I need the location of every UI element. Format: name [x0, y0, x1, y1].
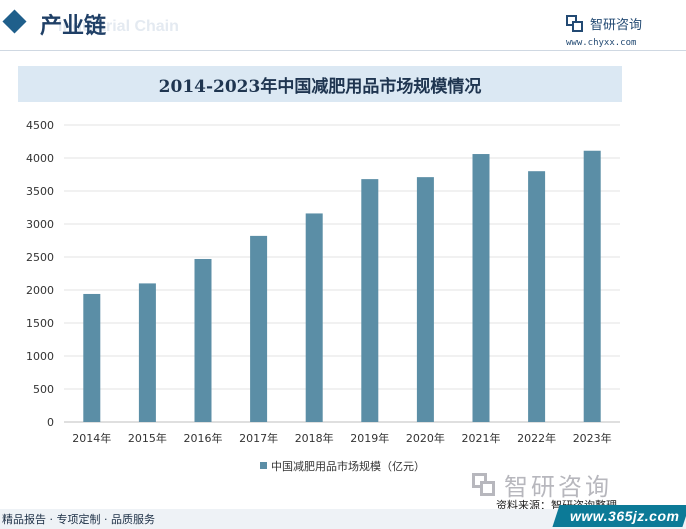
y-tick-label: 4500: [26, 119, 54, 132]
x-tick-label: 2019年: [350, 431, 389, 445]
x-tick-label: 2017年: [239, 431, 278, 445]
footer-bar: [0, 509, 686, 529]
footer-site-link[interactable]: www.365jz.com: [570, 508, 680, 524]
y-tick-label: 0: [47, 416, 54, 429]
y-tick-label: 1000: [26, 350, 54, 363]
bar: [361, 179, 379, 422]
chart-title: 2014-2023年中国减肥用品市场规模情况: [158, 76, 482, 97]
bar: [250, 235, 268, 422]
brand-url[interactable]: www.chyxx.com: [566, 38, 637, 48]
y-tick-label: 2500: [26, 251, 54, 264]
x-tick-label: 2015年: [128, 431, 167, 445]
y-tick-label: 1500: [26, 317, 54, 330]
footer-watermark-logo: 智研咨询: [472, 467, 612, 502]
x-tick-label: 2023年: [573, 431, 612, 445]
header-watermark: Industrial Chain: [58, 18, 179, 35]
legend-swatch: [260, 462, 267, 469]
x-tick-label: 2016年: [184, 431, 223, 445]
chart-title-band: 2014-2023年中国减肥用品市场规模情况: [18, 66, 622, 102]
footer-logo-text: 智研咨询: [504, 473, 612, 501]
brand-logo-icon: [566, 14, 584, 33]
x-tick-label: 2018年: [295, 431, 334, 445]
bar: [194, 258, 212, 422]
y-tick-label: 500: [33, 383, 54, 396]
bar: [416, 177, 434, 422]
x-tick-label: 2020年: [406, 431, 445, 445]
y-tick-label: 3500: [26, 185, 54, 198]
brand-logo[interactable]: 智研咨询: [566, 14, 642, 33]
brand-name: 智研咨询: [590, 18, 643, 33]
bar: [528, 171, 546, 422]
y-tick-label: 2000: [26, 284, 54, 297]
bar: [138, 283, 156, 422]
x-tick-label: 2014年: [72, 431, 111, 445]
y-tick-label: 3000: [26, 218, 54, 231]
bar: [83, 293, 101, 422]
bar: [583, 150, 601, 423]
header-divider: [0, 50, 686, 51]
footer-logo-icon: [472, 472, 496, 497]
legend-label: 中国减肥用品市场规模（亿元）: [271, 459, 425, 473]
bar: [472, 154, 490, 423]
y-tick-label: 4000: [26, 152, 54, 165]
bar: [305, 213, 323, 422]
x-tick-label: 2021年: [462, 431, 501, 445]
section-title: 产业链: [40, 13, 107, 39]
x-tick-label: 2022年: [517, 431, 556, 445]
footer-tagline: 精品报告 · 专项定制 · 品质服务: [2, 513, 155, 526]
